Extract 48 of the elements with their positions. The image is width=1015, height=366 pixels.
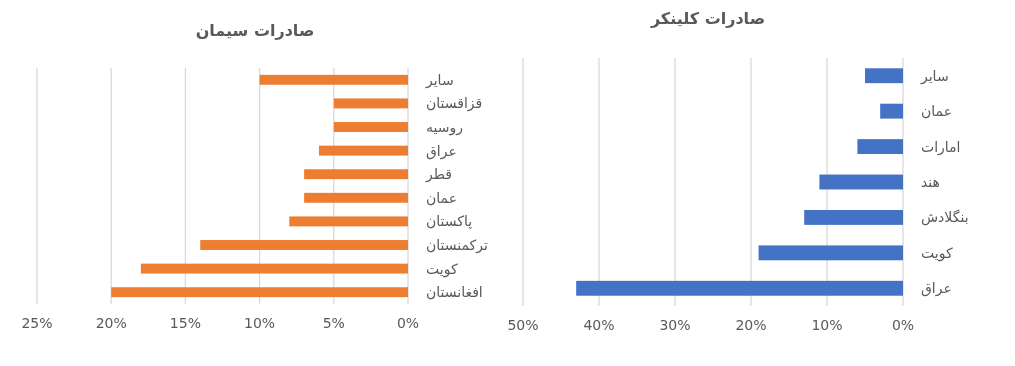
- bar: [304, 192, 408, 203]
- bar: [318, 145, 408, 156]
- bar: [880, 103, 903, 119]
- bar: [304, 169, 408, 180]
- bar: [865, 68, 903, 84]
- y-tick-label: هند: [921, 174, 940, 190]
- x-tick-label: 0%: [396, 315, 420, 331]
- bar: [758, 245, 903, 261]
- bar: [819, 174, 903, 190]
- y-tick-label: سایر: [425, 71, 454, 89]
- y-tick-label: کویت: [426, 260, 458, 278]
- bar: [333, 122, 408, 132]
- y-tick-label: عراق: [921, 280, 952, 298]
- y-tick-label: قزاقستان: [426, 95, 483, 113]
- bar: [140, 263, 408, 274]
- x-tick-label: 20%: [95, 315, 127, 331]
- y-tick-label: ترکمنستان: [426, 237, 488, 254]
- y-tick-label: سایر: [920, 67, 949, 85]
- bar: [576, 280, 903, 296]
- bar: [259, 74, 408, 85]
- bar: [200, 240, 408, 250]
- chart-title: صادرات کلینکر: [649, 9, 766, 28]
- y-tick-label: قطر: [425, 166, 452, 184]
- y-tick-label: عراق: [426, 142, 457, 160]
- bar: [333, 98, 408, 109]
- x-tick-label: 40%: [583, 317, 615, 333]
- bar: [289, 216, 408, 227]
- x-tick-label: 20%: [735, 317, 767, 333]
- y-tick-label: افغانستان: [426, 284, 483, 301]
- x-tick-label: 30%: [659, 317, 691, 333]
- x-tick-label: 10%: [811, 317, 843, 333]
- bar: [804, 209, 903, 225]
- y-tick-label: امارات: [921, 138, 961, 156]
- chart-title: صادرات سیمان: [195, 21, 315, 40]
- y-tick-label: کویت: [921, 244, 953, 262]
- x-tick-label: 5%: [322, 315, 345, 331]
- y-tick-label: روسیه: [426, 119, 463, 136]
- y-tick-label: پاکستان: [426, 213, 473, 231]
- x-tick-label: 0%: [891, 317, 915, 333]
- x-tick-label: 10%: [244, 315, 276, 331]
- bar: [111, 287, 408, 298]
- x-tick-label: 50%: [507, 317, 539, 333]
- y-tick-label: عمان: [426, 189, 457, 206]
- x-tick-label: 15%: [169, 315, 201, 331]
- x-tick-label: 25%: [21, 315, 53, 331]
- y-tick-label: بنگلادش: [921, 209, 969, 227]
- bar: [857, 139, 903, 155]
- y-tick-label: عمان: [921, 103, 952, 120]
